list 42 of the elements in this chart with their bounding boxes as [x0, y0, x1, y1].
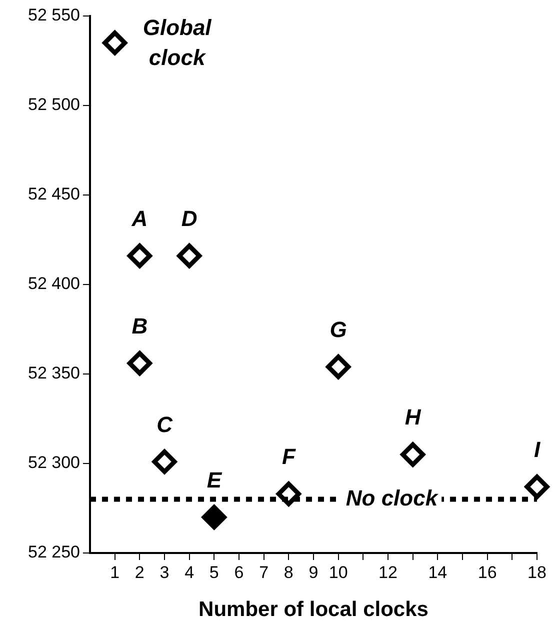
- x-tick-label: 12: [378, 562, 398, 582]
- y-tick-label: 52 250: [28, 542, 80, 562]
- y-tick-label: 52 500: [28, 95, 80, 114]
- x-tick-label: 8: [284, 562, 294, 582]
- x-tick-label: 14: [428, 562, 448, 582]
- point: [524, 474, 550, 500]
- x-tick-label: 6: [234, 562, 244, 582]
- y-tick-label: 52 450: [28, 184, 80, 204]
- x-axis-title: Number of local clocks: [198, 598, 428, 622]
- annotation: B: [132, 313, 148, 338]
- point: [177, 244, 202, 268]
- x-tick-label: 9: [308, 562, 318, 582]
- x-tick-label: 4: [184, 562, 194, 582]
- point: [152, 449, 177, 474]
- x-tick-label: 5: [209, 562, 219, 582]
- x-tick-label: 16: [478, 562, 497, 582]
- y-tick-label: 52 350: [28, 364, 80, 383]
- y-tick-label: 52 400: [28, 274, 80, 294]
- y-tick-label: 52 300: [28, 453, 80, 472]
- x-tick-label: 1: [110, 562, 120, 582]
- ref-line-label: No clock: [346, 485, 440, 510]
- x-tick-label: 10: [328, 562, 348, 582]
- x-tick-label: 2: [134, 562, 144, 582]
- x-tick-label: 18: [528, 562, 546, 582]
- point: [326, 354, 351, 380]
- annotation: G: [330, 316, 347, 342]
- annotation: D: [181, 206, 198, 231]
- annotation: H: [404, 404, 422, 430]
- y-tick-label: 52 550: [28, 6, 80, 25]
- point: [202, 504, 226, 530]
- annotation: I: [534, 436, 541, 462]
- point: [127, 244, 152, 268]
- annotation: A: [130, 206, 148, 231]
- point: [127, 351, 152, 376]
- annotation: E: [206, 467, 223, 492]
- point: [400, 442, 426, 467]
- annotation: Global clock: [142, 14, 212, 70]
- annotation: F: [282, 444, 296, 469]
- x-tick-label: 3: [160, 562, 170, 582]
- point: [102, 30, 128, 56]
- annotation: C: [156, 412, 174, 437]
- x-tick-label: 7: [259, 562, 269, 582]
